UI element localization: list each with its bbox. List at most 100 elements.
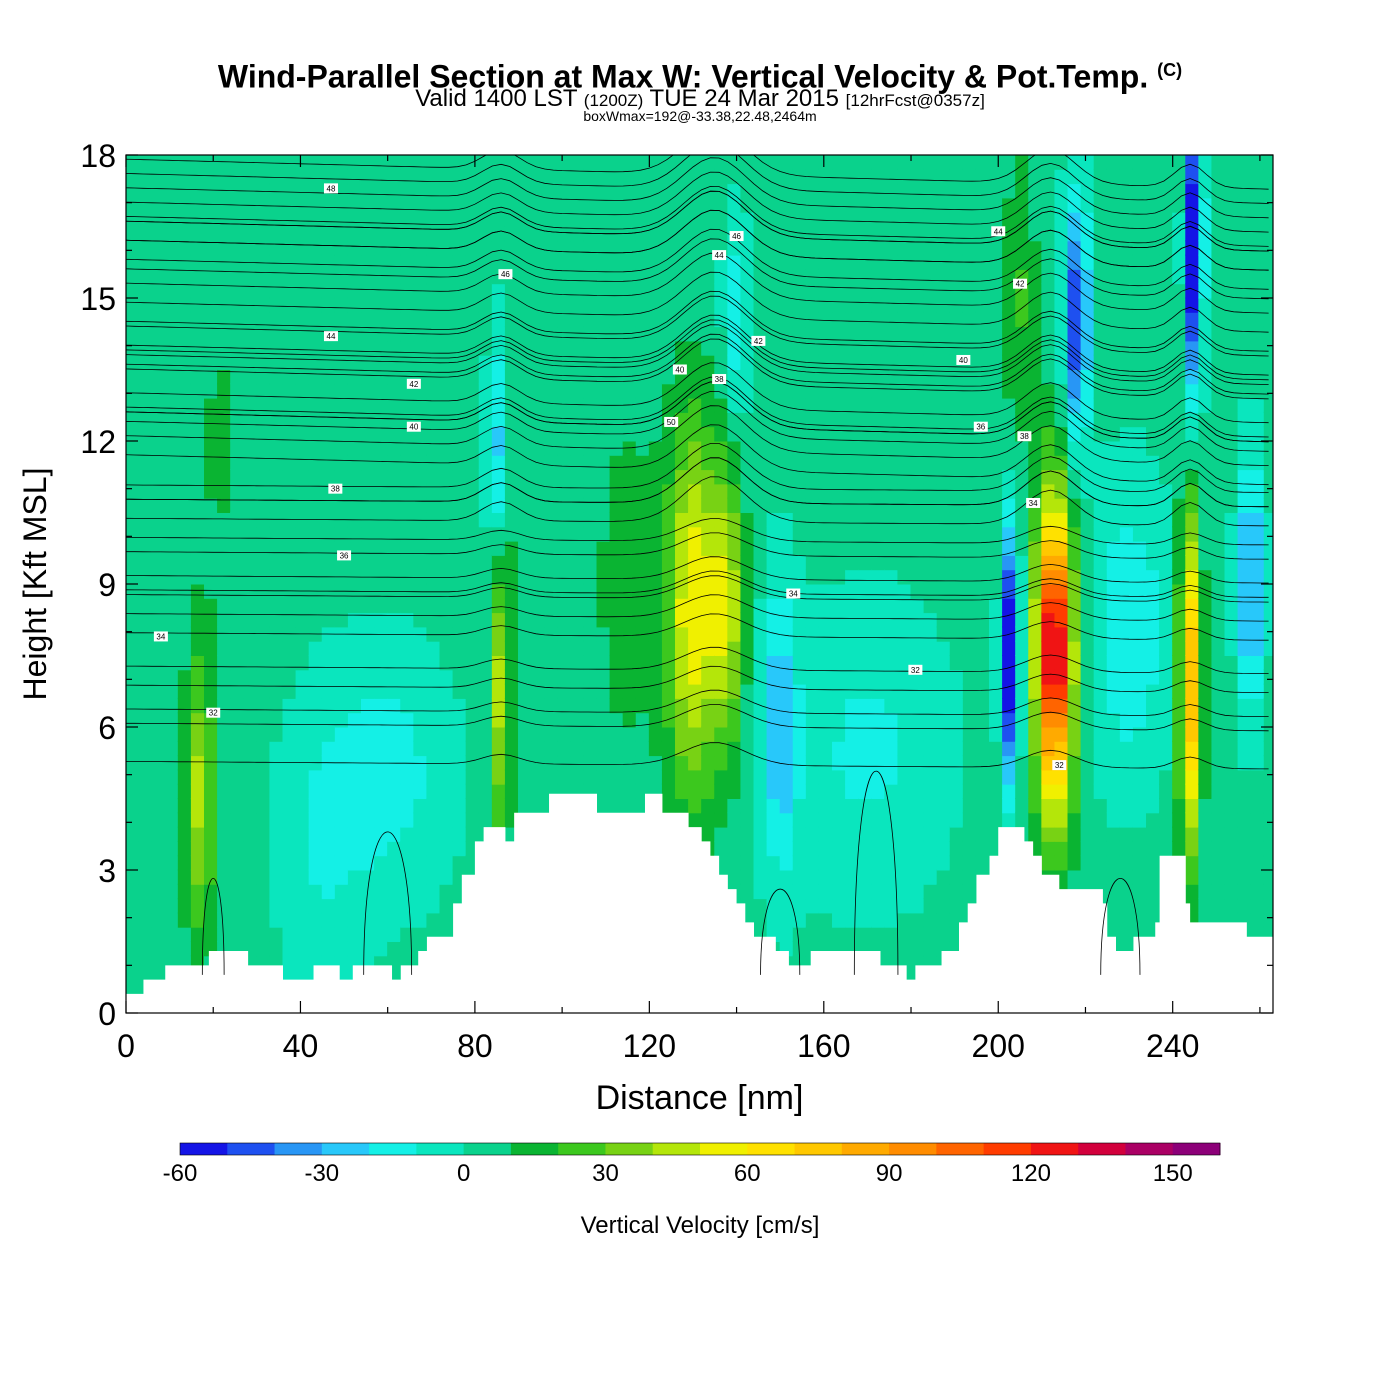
velocity-cell [910,369,925,385]
velocity-cell [884,340,899,356]
velocity-cell [1015,340,1030,356]
velocity-cell [622,597,637,614]
velocity-cell [635,340,650,356]
velocity-cell [164,240,179,256]
velocity-cell [1185,168,1200,185]
velocity-cell [1146,726,1161,742]
velocity-cell [491,354,506,370]
velocity-cell [204,612,219,628]
velocity-cell [126,440,140,456]
velocity-cell [805,512,820,528]
velocity-cell [151,798,166,814]
velocity-cell [387,297,402,313]
velocity-cell [361,268,376,285]
velocity-cell [792,898,807,914]
velocity-cell [387,426,402,442]
velocity-cell [1054,297,1069,313]
velocity-cell [753,740,768,757]
velocity-cell [243,369,258,385]
velocity-cell [465,655,480,671]
velocity-cell [688,712,703,728]
velocity-cell [400,769,415,785]
velocity-cell [164,183,179,199]
velocity-cell [491,712,506,728]
velocity-cell [1054,683,1069,699]
velocity-cell [897,669,912,685]
velocity-cell [936,855,951,871]
velocity-cell [792,712,807,728]
velocity-cell [126,397,140,413]
velocity-cell [1080,798,1095,814]
velocity-cell [204,483,219,499]
velocity-cell [544,440,559,456]
velocity-cell [1041,626,1056,642]
velocity-cell [1054,640,1069,656]
velocity-cell [1132,354,1148,370]
velocity-cell [622,626,637,642]
velocity-cell [766,155,781,170]
velocity-cell [975,726,991,742]
velocity-cell [256,155,271,170]
velocity-cell [701,826,716,842]
velocity-cell [151,697,166,714]
velocity-cell [426,483,441,499]
velocity-cell [230,311,245,328]
velocity-cell [374,268,389,285]
velocity-cell [1172,469,1187,485]
velocity-cell [217,411,232,428]
velocity-cell [1067,683,1082,699]
velocity-cell [845,469,860,485]
velocity-cell [583,483,598,499]
velocity-cell [910,726,925,742]
velocity-cell [190,211,206,227]
velocity-cell [688,526,703,542]
velocity-cell [766,168,781,185]
velocity-cell [1119,640,1134,656]
velocity-cell [1132,526,1148,542]
velocity-cell [923,740,938,757]
velocity-cell [805,526,820,542]
velocity-cell [531,440,546,456]
velocity-cell [321,941,336,957]
velocity-cell [138,340,153,356]
velocity-cell [138,454,153,471]
velocity-cell [387,369,402,385]
velocity-cell [217,669,232,685]
velocity-cell [740,440,755,456]
velocity-cell [1093,268,1108,285]
velocity-cell [334,912,349,928]
velocity-cell [714,397,729,413]
velocity-cell [439,612,454,628]
velocity-cell [884,183,899,199]
velocity-cell [635,626,650,642]
velocity-cell [177,826,192,842]
velocity-cell [190,540,206,556]
velocity-cell [308,869,323,885]
velocity-cell [871,855,886,871]
velocity-cell [1028,626,1043,642]
velocity-cell [190,726,206,742]
velocity-cell [256,597,271,614]
velocity-cell [1015,683,1030,699]
velocity-cell [740,554,755,571]
velocity-cell [792,755,807,771]
velocity-cell [923,783,938,799]
velocity-cell [949,812,964,828]
velocity-cell [884,540,899,556]
velocity-cell [491,783,506,799]
velocity-cell [426,254,441,270]
velocity-cell [452,655,467,671]
velocity-cell [596,155,611,170]
velocity-cell [1054,669,1069,685]
velocity-cell [871,826,886,842]
velocity-cell [1067,297,1082,313]
velocity-cell [504,655,520,671]
velocity-cell [675,497,690,513]
velocity-cell [753,226,768,242]
velocity-cell [491,526,506,542]
velocity-cell [1132,840,1148,857]
velocity-cell [1080,440,1095,456]
velocity-cell [766,240,781,256]
velocity-cell [452,168,467,185]
velocity-cell [910,869,925,885]
